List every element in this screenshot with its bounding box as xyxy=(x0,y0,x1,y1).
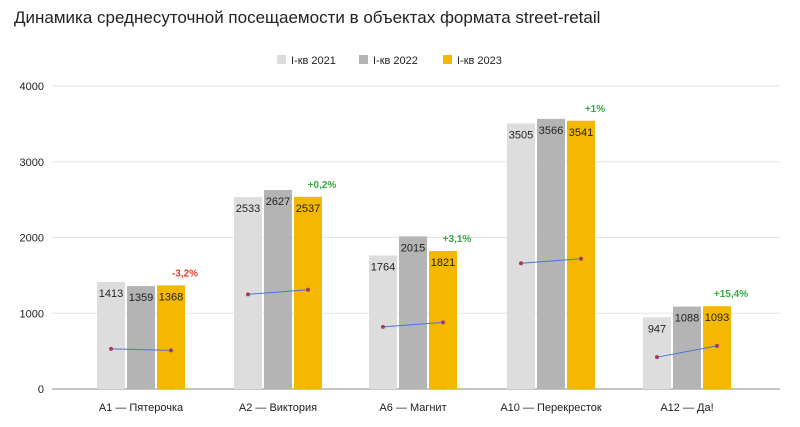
trend-point xyxy=(381,324,385,329)
x-tick-label: A12 — Да! xyxy=(660,402,713,414)
data-label: 1368 xyxy=(159,291,183,303)
trend-line xyxy=(110,348,172,351)
trend-line xyxy=(247,289,309,295)
y-tick-label: 4000 xyxy=(20,81,44,93)
trend-point xyxy=(169,348,173,353)
y-tick-label: 2000 xyxy=(20,233,44,245)
data-label: 3505 xyxy=(509,129,533,141)
trend-line xyxy=(520,258,582,264)
legend-swatch xyxy=(277,55,286,64)
bar xyxy=(507,123,535,389)
data-label: 3566 xyxy=(539,125,563,137)
data-label: 1764 xyxy=(371,261,395,273)
legend-label: I-кв 2021 xyxy=(291,55,336,67)
change-label: +15,4% xyxy=(714,289,748,300)
data-label: 2533 xyxy=(236,203,260,215)
trend-point xyxy=(579,256,583,261)
bar xyxy=(294,196,322,389)
x-tick-label: A6 — Магнит xyxy=(379,402,446,414)
trend-point xyxy=(655,355,659,360)
bar xyxy=(673,306,701,389)
bar xyxy=(399,236,427,389)
legend-label: I-кв 2022 xyxy=(373,55,418,67)
legend-swatch xyxy=(359,55,368,64)
trend-point xyxy=(441,320,445,325)
trend-line xyxy=(656,345,718,358)
data-label: 2627 xyxy=(266,196,290,208)
bar xyxy=(537,118,565,390)
change-label: +3,1% xyxy=(443,234,472,245)
trend-point xyxy=(306,287,310,292)
data-label: 1359 xyxy=(129,292,153,304)
y-tick-label: 3000 xyxy=(20,157,44,169)
trend-point xyxy=(519,261,523,266)
x-tick-label: A10 — Перекресток xyxy=(500,402,602,414)
y-tick-label: 1000 xyxy=(20,308,44,320)
x-tick-label: A1 — Пятерочка xyxy=(99,402,184,414)
bar xyxy=(264,190,292,389)
change-label: -3,2% xyxy=(172,268,198,279)
bar xyxy=(643,317,671,389)
trend-point xyxy=(715,343,719,348)
legend-label: I-кв 2023 xyxy=(457,55,502,67)
y-tick-label: 0 xyxy=(38,384,44,396)
data-label: 2015 xyxy=(401,242,425,254)
trend-line xyxy=(382,321,444,328)
bar xyxy=(429,251,457,389)
data-label: 3541 xyxy=(569,127,593,139)
trend-point xyxy=(109,346,113,351)
x-tick-label: A2 — Виктория xyxy=(239,402,317,414)
data-label: 1093 xyxy=(705,312,729,324)
bar xyxy=(127,286,155,389)
bar xyxy=(97,281,125,389)
bar xyxy=(567,120,595,389)
legend-swatch xyxy=(443,55,452,64)
data-label: 1413 xyxy=(99,288,123,300)
data-label: 1821 xyxy=(431,257,455,269)
data-label: 947 xyxy=(648,323,666,335)
trend-point xyxy=(246,292,250,297)
bar xyxy=(157,285,185,389)
change-label: +1% xyxy=(585,104,605,115)
change-label: +0,2% xyxy=(308,180,337,191)
data-label: 2537 xyxy=(296,203,320,215)
chart-title: Динамика среднесуточной посещаемости в о… xyxy=(14,8,601,27)
bar xyxy=(369,255,397,389)
data-label: 1088 xyxy=(675,313,699,325)
